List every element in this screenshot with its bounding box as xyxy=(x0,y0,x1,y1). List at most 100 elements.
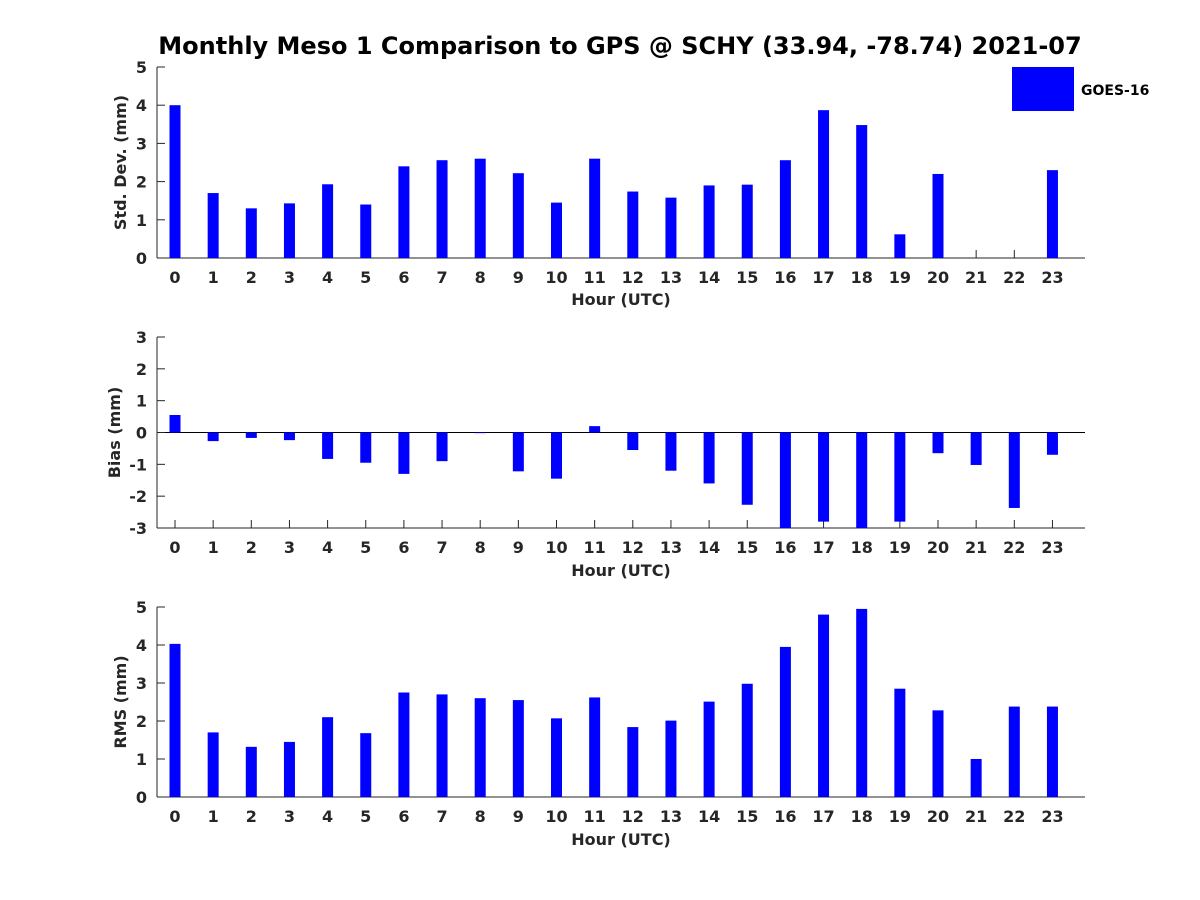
x-tick-label: 15 xyxy=(736,268,758,287)
bar-rms-13 xyxy=(665,720,677,797)
bar-std-11 xyxy=(589,158,601,258)
bar-rms-7 xyxy=(436,694,448,797)
y-axis-label: Std. Dev. (mm) xyxy=(111,95,130,230)
x-tick-label: 1 xyxy=(208,807,219,826)
x-tick-label: 6 xyxy=(398,268,409,287)
bar-rms-16 xyxy=(779,646,791,797)
x-tick-label: 3 xyxy=(284,807,295,826)
bar-std-14 xyxy=(703,185,715,258)
x-tick-label: 1 xyxy=(208,268,219,287)
x-tick-label: 17 xyxy=(812,807,834,826)
bar-std-3 xyxy=(283,203,295,258)
bar-bias-12 xyxy=(627,432,639,451)
bar-rms-17 xyxy=(818,614,830,797)
x-tick-label: 5 xyxy=(360,268,371,287)
bar-rms-0 xyxy=(169,643,181,797)
y-tick-label: 1 xyxy=(136,211,147,230)
bar-bias-17 xyxy=(818,432,830,522)
x-tick-label: 21 xyxy=(965,268,987,287)
x-tick-label: 18 xyxy=(851,268,873,287)
x-tick-label: 23 xyxy=(1041,807,1063,826)
x-tick-label: 4 xyxy=(322,807,333,826)
y-tick-label: 2 xyxy=(136,360,147,379)
bar-bias-2 xyxy=(245,432,257,438)
bar-bias-0 xyxy=(169,414,181,433)
bar-rms-23 xyxy=(1046,706,1058,797)
bar-rms-21 xyxy=(970,759,982,797)
bar-bias-15 xyxy=(741,432,753,505)
y-tick-label: 2 xyxy=(136,173,147,192)
bar-std-20 xyxy=(932,173,944,258)
y-tick-label: -1 xyxy=(129,455,147,474)
x-tick-label: 5 xyxy=(360,807,371,826)
y-tick-label: 1 xyxy=(136,750,147,769)
x-tick-label: 2 xyxy=(246,538,257,557)
x-tick-label: 0 xyxy=(169,538,180,557)
y-tick-label: 4 xyxy=(136,96,147,115)
x-tick-label: 2 xyxy=(246,807,257,826)
x-tick-label: 12 xyxy=(622,538,644,557)
bar-bias-21 xyxy=(970,432,982,465)
y-tick-label: 4 xyxy=(136,636,147,655)
bar-bias-7 xyxy=(436,432,448,462)
bar-bias-13 xyxy=(665,432,677,471)
x-tick-label: 13 xyxy=(660,538,682,557)
x-tick-label: 21 xyxy=(965,807,987,826)
x-tick-label: 4 xyxy=(322,538,333,557)
x-axis-label: Hour (UTC) xyxy=(571,290,671,309)
bar-bias-16 xyxy=(779,432,791,528)
bar-std-5 xyxy=(360,204,372,258)
bar-bias-9 xyxy=(512,432,524,472)
chart-title: Monthly Meso 1 Comparison to GPS @ SCHY … xyxy=(158,32,1081,60)
legend-label: GOES-16 xyxy=(1081,83,1149,99)
x-tick-label: 6 xyxy=(398,538,409,557)
x-axis-label: Hour (UTC) xyxy=(571,830,671,849)
bar-std-1 xyxy=(207,193,219,258)
x-tick-label: 14 xyxy=(698,538,720,557)
bar-bias-22 xyxy=(1008,432,1020,508)
x-tick-label: 14 xyxy=(698,268,720,287)
bar-std-9 xyxy=(512,173,524,258)
y-axis-label: Bias (mm) xyxy=(105,387,124,479)
x-tick-label: 8 xyxy=(475,538,486,557)
bar-rms-11 xyxy=(589,697,601,797)
x-tick-label: 4 xyxy=(322,268,333,287)
legend-swatch xyxy=(1012,67,1074,111)
bar-std-8 xyxy=(474,158,486,258)
bar-std-17 xyxy=(818,110,830,258)
x-tick-label: 15 xyxy=(736,807,758,826)
bar-rms-18 xyxy=(856,608,868,797)
x-tick-label: 14 xyxy=(698,807,720,826)
x-tick-label: 22 xyxy=(1003,807,1025,826)
x-tick-label: 23 xyxy=(1041,538,1063,557)
y-tick-label: -3 xyxy=(129,519,147,538)
x-tick-label: 16 xyxy=(774,538,796,557)
x-tick-label: 17 xyxy=(812,538,834,557)
x-tick-label: 3 xyxy=(284,268,295,287)
bar-rms-12 xyxy=(627,727,639,797)
x-axis-label: Hour (UTC) xyxy=(571,561,671,580)
x-tick-label: 7 xyxy=(436,268,447,287)
x-tick-label: 7 xyxy=(436,807,447,826)
bar-bias-23 xyxy=(1046,432,1058,455)
x-tick-label: 19 xyxy=(889,807,911,826)
x-tick-label: 20 xyxy=(927,538,949,557)
bar-std-18 xyxy=(856,125,868,259)
y-tick-label: 0 xyxy=(136,424,147,443)
y-tick-label: 5 xyxy=(136,598,147,617)
bar-rms-9 xyxy=(512,700,524,797)
bar-rms-14 xyxy=(703,701,715,797)
bar-std-7 xyxy=(436,160,448,258)
bar-bias-5 xyxy=(360,432,372,463)
x-tick-label: 19 xyxy=(889,268,911,287)
x-tick-label: 3 xyxy=(284,538,295,557)
bar-std-13 xyxy=(665,197,677,258)
bar-rms-5 xyxy=(360,733,372,797)
bar-rms-10 xyxy=(551,718,562,797)
legend: GOES-16 xyxy=(1012,67,1149,111)
bar-std-6 xyxy=(398,166,410,258)
bar-std-15 xyxy=(741,184,753,258)
bar-std-19 xyxy=(894,234,906,258)
